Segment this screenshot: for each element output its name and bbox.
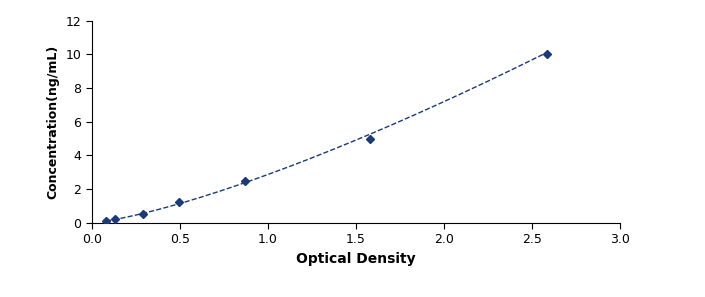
X-axis label: Optical Density: Optical Density bbox=[296, 252, 416, 266]
Y-axis label: Concentration(ng/mL): Concentration(ng/mL) bbox=[47, 45, 60, 199]
